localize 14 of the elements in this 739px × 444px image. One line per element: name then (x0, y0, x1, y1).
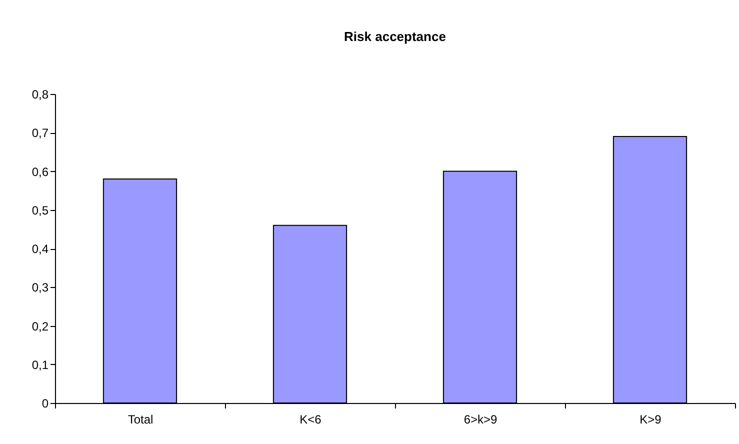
x-tick-label: K<6 (300, 412, 322, 426)
y-tick-label: 0,8 (32, 88, 49, 102)
y-tick-label: 0,7 (32, 126, 49, 140)
x-tick-label: Total (128, 412, 154, 426)
y-tick-label: 0,1 (32, 358, 49, 372)
y-tick-label: 0,2 (32, 319, 49, 334)
y-tick-label: 0,6 (32, 164, 49, 179)
x-tick-label: 6>k>9 (464, 412, 498, 426)
y-tick-label: 0,5 (32, 203, 49, 218)
y-tick-label: 0,4 (32, 242, 49, 256)
y-tick-label: 0,3 (32, 280, 49, 295)
x-tick-label: K>9 (640, 412, 662, 426)
y-tick-label: 0 (42, 396, 49, 410)
chart-title: Risk acceptance (344, 29, 446, 44)
